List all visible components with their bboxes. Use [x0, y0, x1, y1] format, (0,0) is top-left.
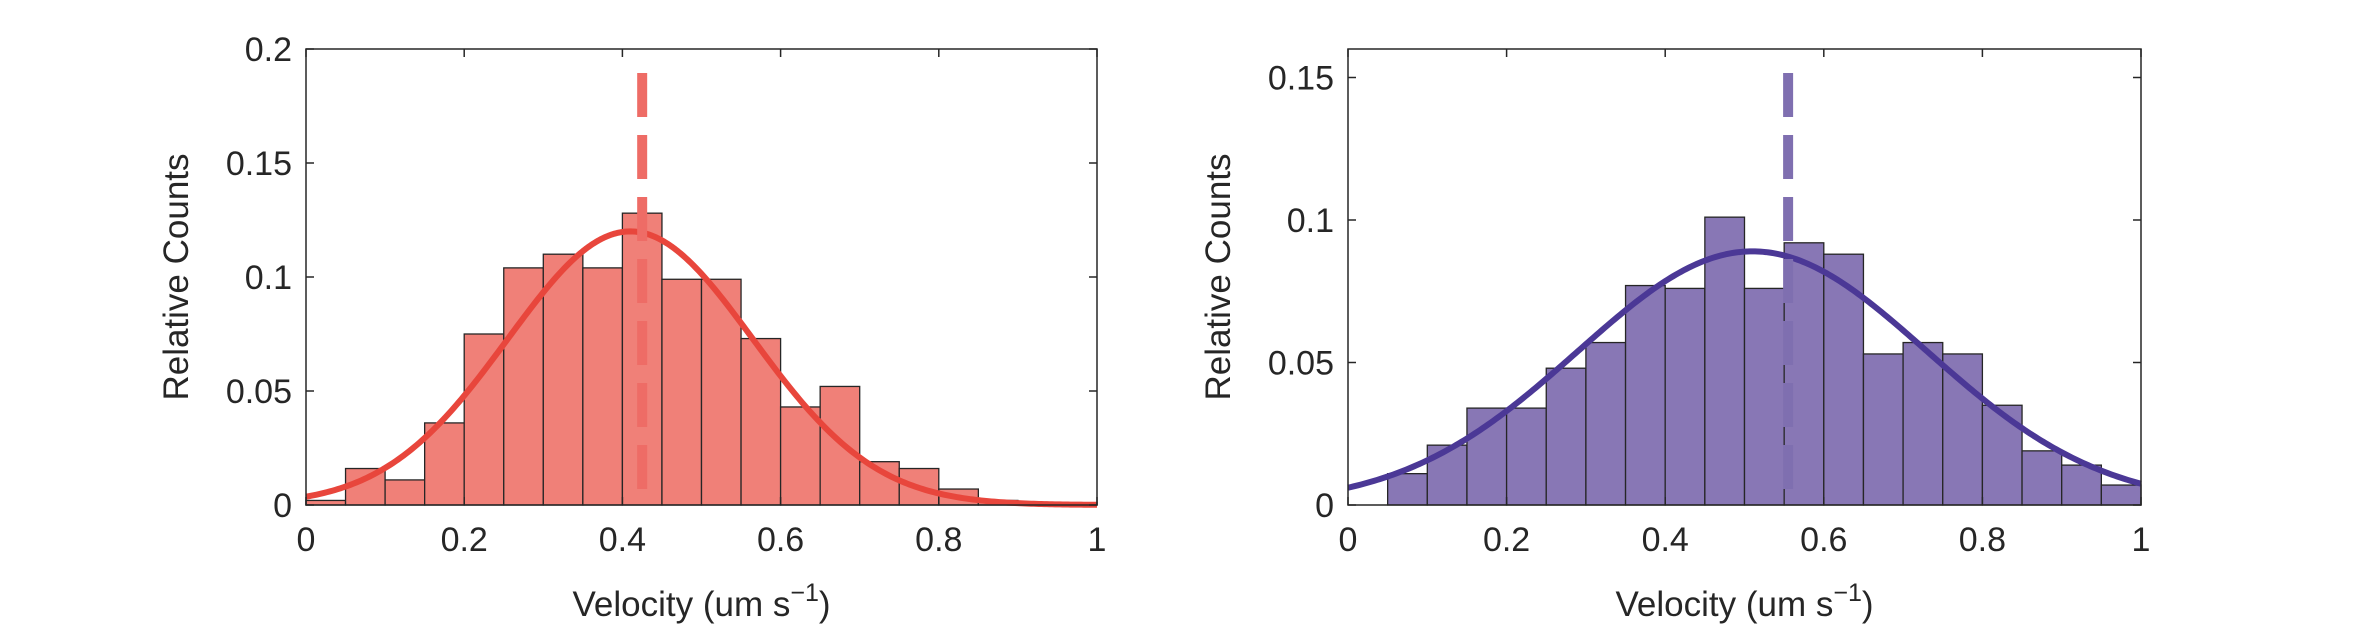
x-axis-label-superscript: −1 [1833, 579, 1862, 607]
histogram-bar [1743, 287, 1785, 506]
histogram-bar [661, 278, 703, 506]
x-axis-label-close: ) [819, 585, 831, 624]
x-tick-label: 0.6 [1800, 521, 1847, 559]
x-tick-label: 1 [1088, 521, 1107, 559]
x-tick-label: 0 [297, 521, 316, 559]
histogram-bar [1624, 284, 1666, 506]
histogram-bar [1664, 287, 1706, 506]
x-tick-label: 1 [2132, 521, 2151, 559]
x-tick-label: 0.2 [1483, 521, 1530, 559]
histogram-bar [1862, 353, 1904, 506]
y-tick-label: 0 [1315, 487, 1334, 525]
chart-1: 0 0.2 0.4 0.6 0.8 1 0 0.05 0.1 0.15 0.2 Velocity (u… [157, 31, 1106, 624]
x-tick-label: 0.6 [757, 521, 804, 559]
x-axis-label-superscript: −1 [790, 579, 819, 607]
histogram-bar [2021, 450, 2063, 506]
x-tick-label: 0.8 [915, 521, 962, 559]
y-tick-label: 0.15 [226, 145, 292, 183]
x-tick-label: 0.4 [1642, 521, 1689, 559]
y-tick-label: 0 [273, 487, 292, 525]
y-axis-label: Relative Counts [1199, 153, 1238, 400]
y-axis-label: Relative Counts [157, 153, 196, 400]
fit-curve [1347, 248, 2142, 491]
histogram-bar [463, 333, 505, 506]
histogram-bar [384, 479, 426, 506]
histogram-bar [1387, 472, 1428, 506]
histogram-bar [1902, 341, 1944, 506]
x-axis-label-main: Velocity (um s [572, 585, 790, 624]
y-tick-label: 0.1 [245, 259, 292, 297]
histogram-bar [819, 385, 861, 506]
histogram-bar [1981, 404, 2023, 506]
histogram-bar [1704, 216, 1746, 506]
histogram-bar [2100, 484, 2142, 506]
x-tick-label: 0.2 [441, 521, 488, 559]
x-axis-label-close: ) [1862, 585, 1874, 624]
histogram-bar [1545, 367, 1587, 506]
x-tick-label: 0 [1339, 521, 1358, 559]
histogram-bar [582, 267, 624, 506]
histogram-bar [1505, 407, 1547, 506]
x-axis-label: Velocity (um s−1) [1615, 579, 1873, 624]
histogram-bar [1942, 353, 1984, 506]
y-tick-label: 0.2 [245, 31, 292, 69]
y-tick-label: 0.05 [226, 373, 292, 411]
x-tick-label: 0.8 [1959, 521, 2006, 559]
fit-curve [305, 228, 1098, 508]
y-tick-label: 0.15 [1268, 60, 1334, 98]
histogram-bar [542, 253, 584, 506]
histogram-bar [779, 406, 821, 506]
y-tick-label: 0.1 [1287, 202, 1334, 240]
histogram-bar [1585, 341, 1627, 506]
axes-box [1347, 48, 2142, 506]
x-axis-label-main: Velocity (um s [1615, 585, 1833, 624]
chart-2: 0 0.2 0.4 0.6 0.8 1 0 0.05 0.1 0.15 Velocity (um s… [1199, 48, 2151, 624]
x-axis-label: Velocity (um s−1) [572, 579, 830, 624]
y-tick-label: 0.05 [1268, 345, 1334, 383]
x-tick-label: 0.4 [599, 521, 646, 559]
